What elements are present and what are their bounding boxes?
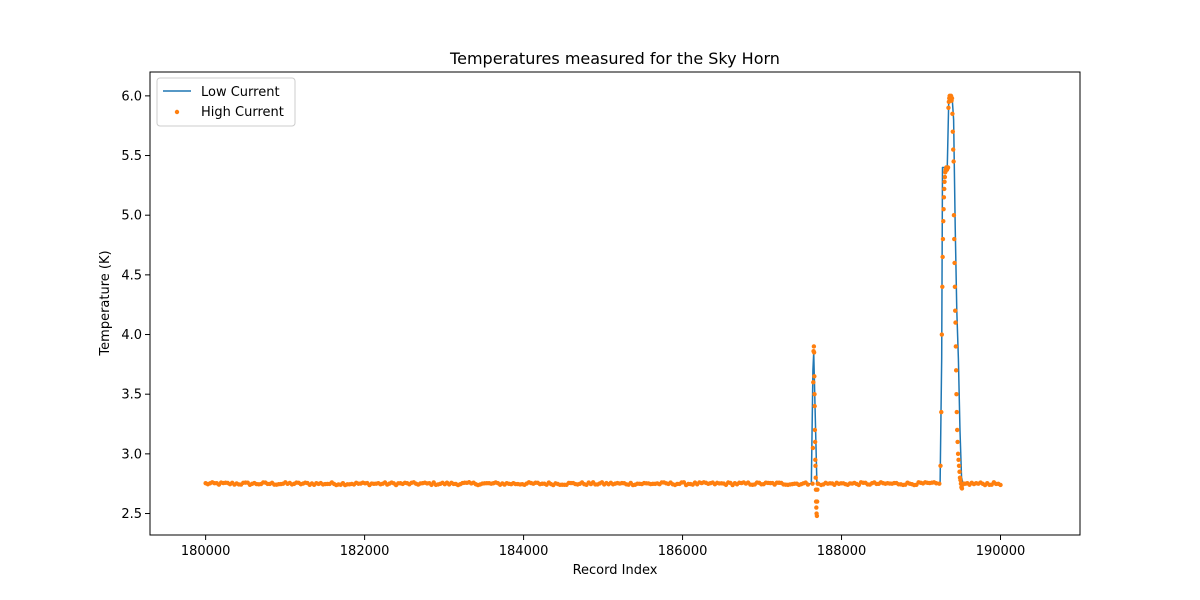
- scatter-point-high-current: [940, 254, 945, 260]
- scatter-point-high-current: [953, 308, 958, 313]
- scatter-point-high-current: [950, 129, 956, 134]
- scatter-point-high-current: [939, 332, 945, 337]
- scatter-point-high-current: [946, 105, 951, 111]
- scatter-point-high-current: [813, 475, 818, 480]
- scatter-point-high-current: [952, 260, 957, 266]
- scatter-point-high-current: [939, 409, 944, 415]
- scatter-point-high-current: [812, 391, 817, 397]
- scatter-point-high-current: [813, 463, 818, 468]
- scatter-point-high-current: [938, 463, 943, 468]
- y-tick-label: 5.5: [121, 149, 142, 164]
- scatter-point-high-current: [941, 207, 946, 212]
- scatter-point-high-current: [942, 186, 947, 192]
- scatter-point-high-current: [951, 147, 956, 152]
- scatter-point-high-current: [956, 457, 961, 463]
- scatter-point-high-current: [811, 350, 817, 355]
- y-tick-label: 2.5: [121, 507, 142, 522]
- scatter-point-high-current: [959, 486, 965, 491]
- scatter-point-high-current: [814, 513, 820, 519]
- scatter-point-high-current: [815, 487, 820, 492]
- y-axis-label: Temperature (K): [98, 250, 113, 356]
- scatter-point-high-current: [954, 409, 959, 415]
- scatter-point-high-current: [998, 482, 1003, 488]
- scatter-point-high-current: [811, 380, 816, 385]
- scatter-point-high-current: [940, 236, 946, 242]
- x-tick-label: 188000: [817, 544, 867, 559]
- legend-marker-swatch: [174, 109, 180, 115]
- scatter-point-high-current: [957, 469, 962, 474]
- scatter-point-high-current: [953, 320, 958, 325]
- y-tick-label: 6.0: [121, 89, 142, 104]
- scatter-point-high-current: [953, 368, 959, 373]
- x-tick-label: 180000: [181, 544, 231, 559]
- x-tick-label: 190000: [976, 544, 1026, 559]
- scatter-point-high-current: [949, 96, 955, 101]
- y-tick-label: 3.5: [121, 388, 142, 403]
- y-tick-label: 4.5: [121, 268, 142, 283]
- axes-frame: [149, 71, 1081, 536]
- scatter-point-high-current: [812, 427, 818, 433]
- scatter-point-high-current: [813, 457, 818, 463]
- scatter-point-high-current: [812, 374, 817, 379]
- x-tick-label: 182000: [340, 544, 390, 559]
- legend-label-low-current: Low Current: [201, 85, 280, 100]
- scatter-point-high-current: [812, 439, 818, 445]
- scatter-point-high-current: [940, 284, 945, 289]
- scatter-point-high-current: [937, 481, 942, 486]
- chart-title: Temperatures measured for the Sky Horn: [449, 49, 780, 68]
- x-tick-label: 184000: [499, 544, 549, 559]
- scatter-point-high-current: [954, 427, 960, 433]
- scatter-point-high-current: [941, 195, 947, 200]
- scatter-point-high-current: [942, 179, 947, 184]
- scatter-point-high-current: [952, 236, 957, 242]
- scatter-point-high-current: [955, 451, 961, 457]
- scatter-point-high-current: [954, 391, 959, 397]
- scatter-point-high-current: [950, 111, 955, 116]
- legend-box: [156, 77, 296, 127]
- scatter-point-high-current: [810, 481, 815, 486]
- scatter-point-high-current: [951, 159, 956, 164]
- scatter-point-high-current: [941, 218, 946, 224]
- scatter-point-high-current: [952, 284, 958, 289]
- scatter-point-high-current: [945, 165, 951, 170]
- scatter-point-high-current: [811, 344, 817, 349]
- scatter-point-high-current: [815, 481, 821, 486]
- scatter-point-high-current: [958, 477, 963, 483]
- scatter-point-high-current: [951, 213, 957, 218]
- scatter-point-high-current: [810, 445, 816, 451]
- legend: Low Current High Current: [156, 77, 296, 127]
- scatter-point-high-current: [963, 481, 968, 486]
- scatter-point-high-current: [956, 463, 962, 468]
- y-tick-label: 4.0: [121, 328, 142, 343]
- scatter-point-high-current: [812, 403, 817, 409]
- x-tick-label: 186000: [658, 544, 708, 559]
- scatter-point-high-current: [814, 505, 819, 510]
- plot-area: 180000 182000 184000 186000 188000 190000 2.5 3…: [121, 71, 1081, 559]
- y-tick-label: 5.0: [121, 209, 142, 224]
- scatter-point-high-current: [953, 344, 959, 349]
- scatter-point-high-current: [814, 499, 820, 504]
- x-axis-label: Record Index: [573, 563, 658, 578]
- scatter-point-high-current: [955, 439, 960, 445]
- scatter-point-high-current: [805, 482, 811, 487]
- y-tick-label: 3.0: [121, 447, 142, 462]
- scatter-point-high-current: [942, 174, 948, 180]
- legend-label-high-current: High Current: [201, 105, 284, 120]
